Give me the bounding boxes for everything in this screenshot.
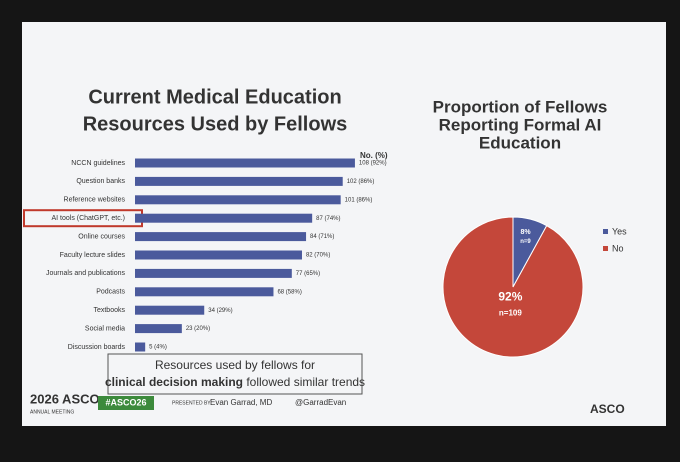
legend-swatch xyxy=(603,229,608,234)
presenter: Evan Garrad, MD xyxy=(210,398,272,407)
handle: @GarradEvan xyxy=(295,398,346,407)
slice-label: 8% xyxy=(520,229,531,236)
slice-count: n=109 xyxy=(499,308,522,317)
callout-box xyxy=(107,353,363,395)
presenter-label: PRESENTED BY: xyxy=(172,400,212,406)
value-label: 68 (58%) xyxy=(277,289,301,295)
bar xyxy=(135,342,146,352)
callout-text: Resources used by fellows for xyxy=(155,358,315,372)
slice-label: 92% xyxy=(498,289,522,303)
hashtag-badge xyxy=(98,396,154,410)
category-label: Question banks xyxy=(76,178,125,185)
value-header: No. (%) xyxy=(360,151,388,160)
value-label: 23 (20%) xyxy=(186,326,210,332)
chart-title: Education xyxy=(479,133,561,152)
bar xyxy=(135,287,274,297)
chart-title: Reporting Formal AI xyxy=(439,115,602,134)
bar xyxy=(135,268,292,278)
callout-text: clinical decision making followed simila… xyxy=(105,375,365,389)
category-label: Podcasts xyxy=(96,289,125,296)
value-label: 34 (29%) xyxy=(208,308,232,314)
slide xyxy=(22,22,666,426)
bar xyxy=(135,213,313,223)
value-label: 5 (4%) xyxy=(149,345,167,351)
callout-rest: followed similar trends xyxy=(246,375,365,389)
category-label: NCCN guidelines xyxy=(71,160,125,167)
bar xyxy=(135,305,205,315)
chart-title: Current Medical Education xyxy=(88,86,341,108)
bar xyxy=(135,195,341,205)
callout-bold: clinical decision making xyxy=(105,375,243,389)
chart-title: Resources Used by Fellows xyxy=(83,113,348,135)
category-label: Online courses xyxy=(78,233,125,240)
category-label: Social media xyxy=(85,325,125,332)
value-label: 82 (70%) xyxy=(306,253,330,259)
chart-title: Proportion of Fellows xyxy=(433,97,608,116)
category-label: Reference websites xyxy=(64,197,126,204)
meeting-sub: ANNUAL MEETING xyxy=(30,409,74,415)
pie-slice xyxy=(442,216,584,358)
hashtag: #ASCO26 xyxy=(105,397,146,407)
value-label: 77 (65%) xyxy=(296,271,320,277)
bar xyxy=(135,232,307,242)
slice-count: n=9 xyxy=(520,239,531,245)
legend-swatch xyxy=(603,246,608,251)
category-label: AI tools (ChatGPT, etc.) xyxy=(51,215,125,222)
value-label: 102 (86%) xyxy=(347,179,375,185)
category-label: Faculty lecture slides xyxy=(60,252,126,259)
value-label: 101 (86%) xyxy=(345,197,373,203)
bar xyxy=(135,158,355,168)
org-logo: ASCO xyxy=(590,402,625,416)
value-label: 87 (74%) xyxy=(316,216,340,222)
bar xyxy=(135,250,302,260)
legend-label: Yes xyxy=(612,226,627,236)
meeting-name: 2026 ASCO xyxy=(30,391,100,406)
bar xyxy=(135,324,182,334)
category-label: Textbooks xyxy=(93,307,125,314)
bar xyxy=(135,176,343,186)
category-label: Discussion boards xyxy=(68,344,126,351)
legend-label: No xyxy=(612,243,624,253)
category-label: Journals and publications xyxy=(46,270,125,277)
value-label: 84 (71%) xyxy=(310,234,334,240)
value-label: 108 (92%) xyxy=(359,161,387,167)
